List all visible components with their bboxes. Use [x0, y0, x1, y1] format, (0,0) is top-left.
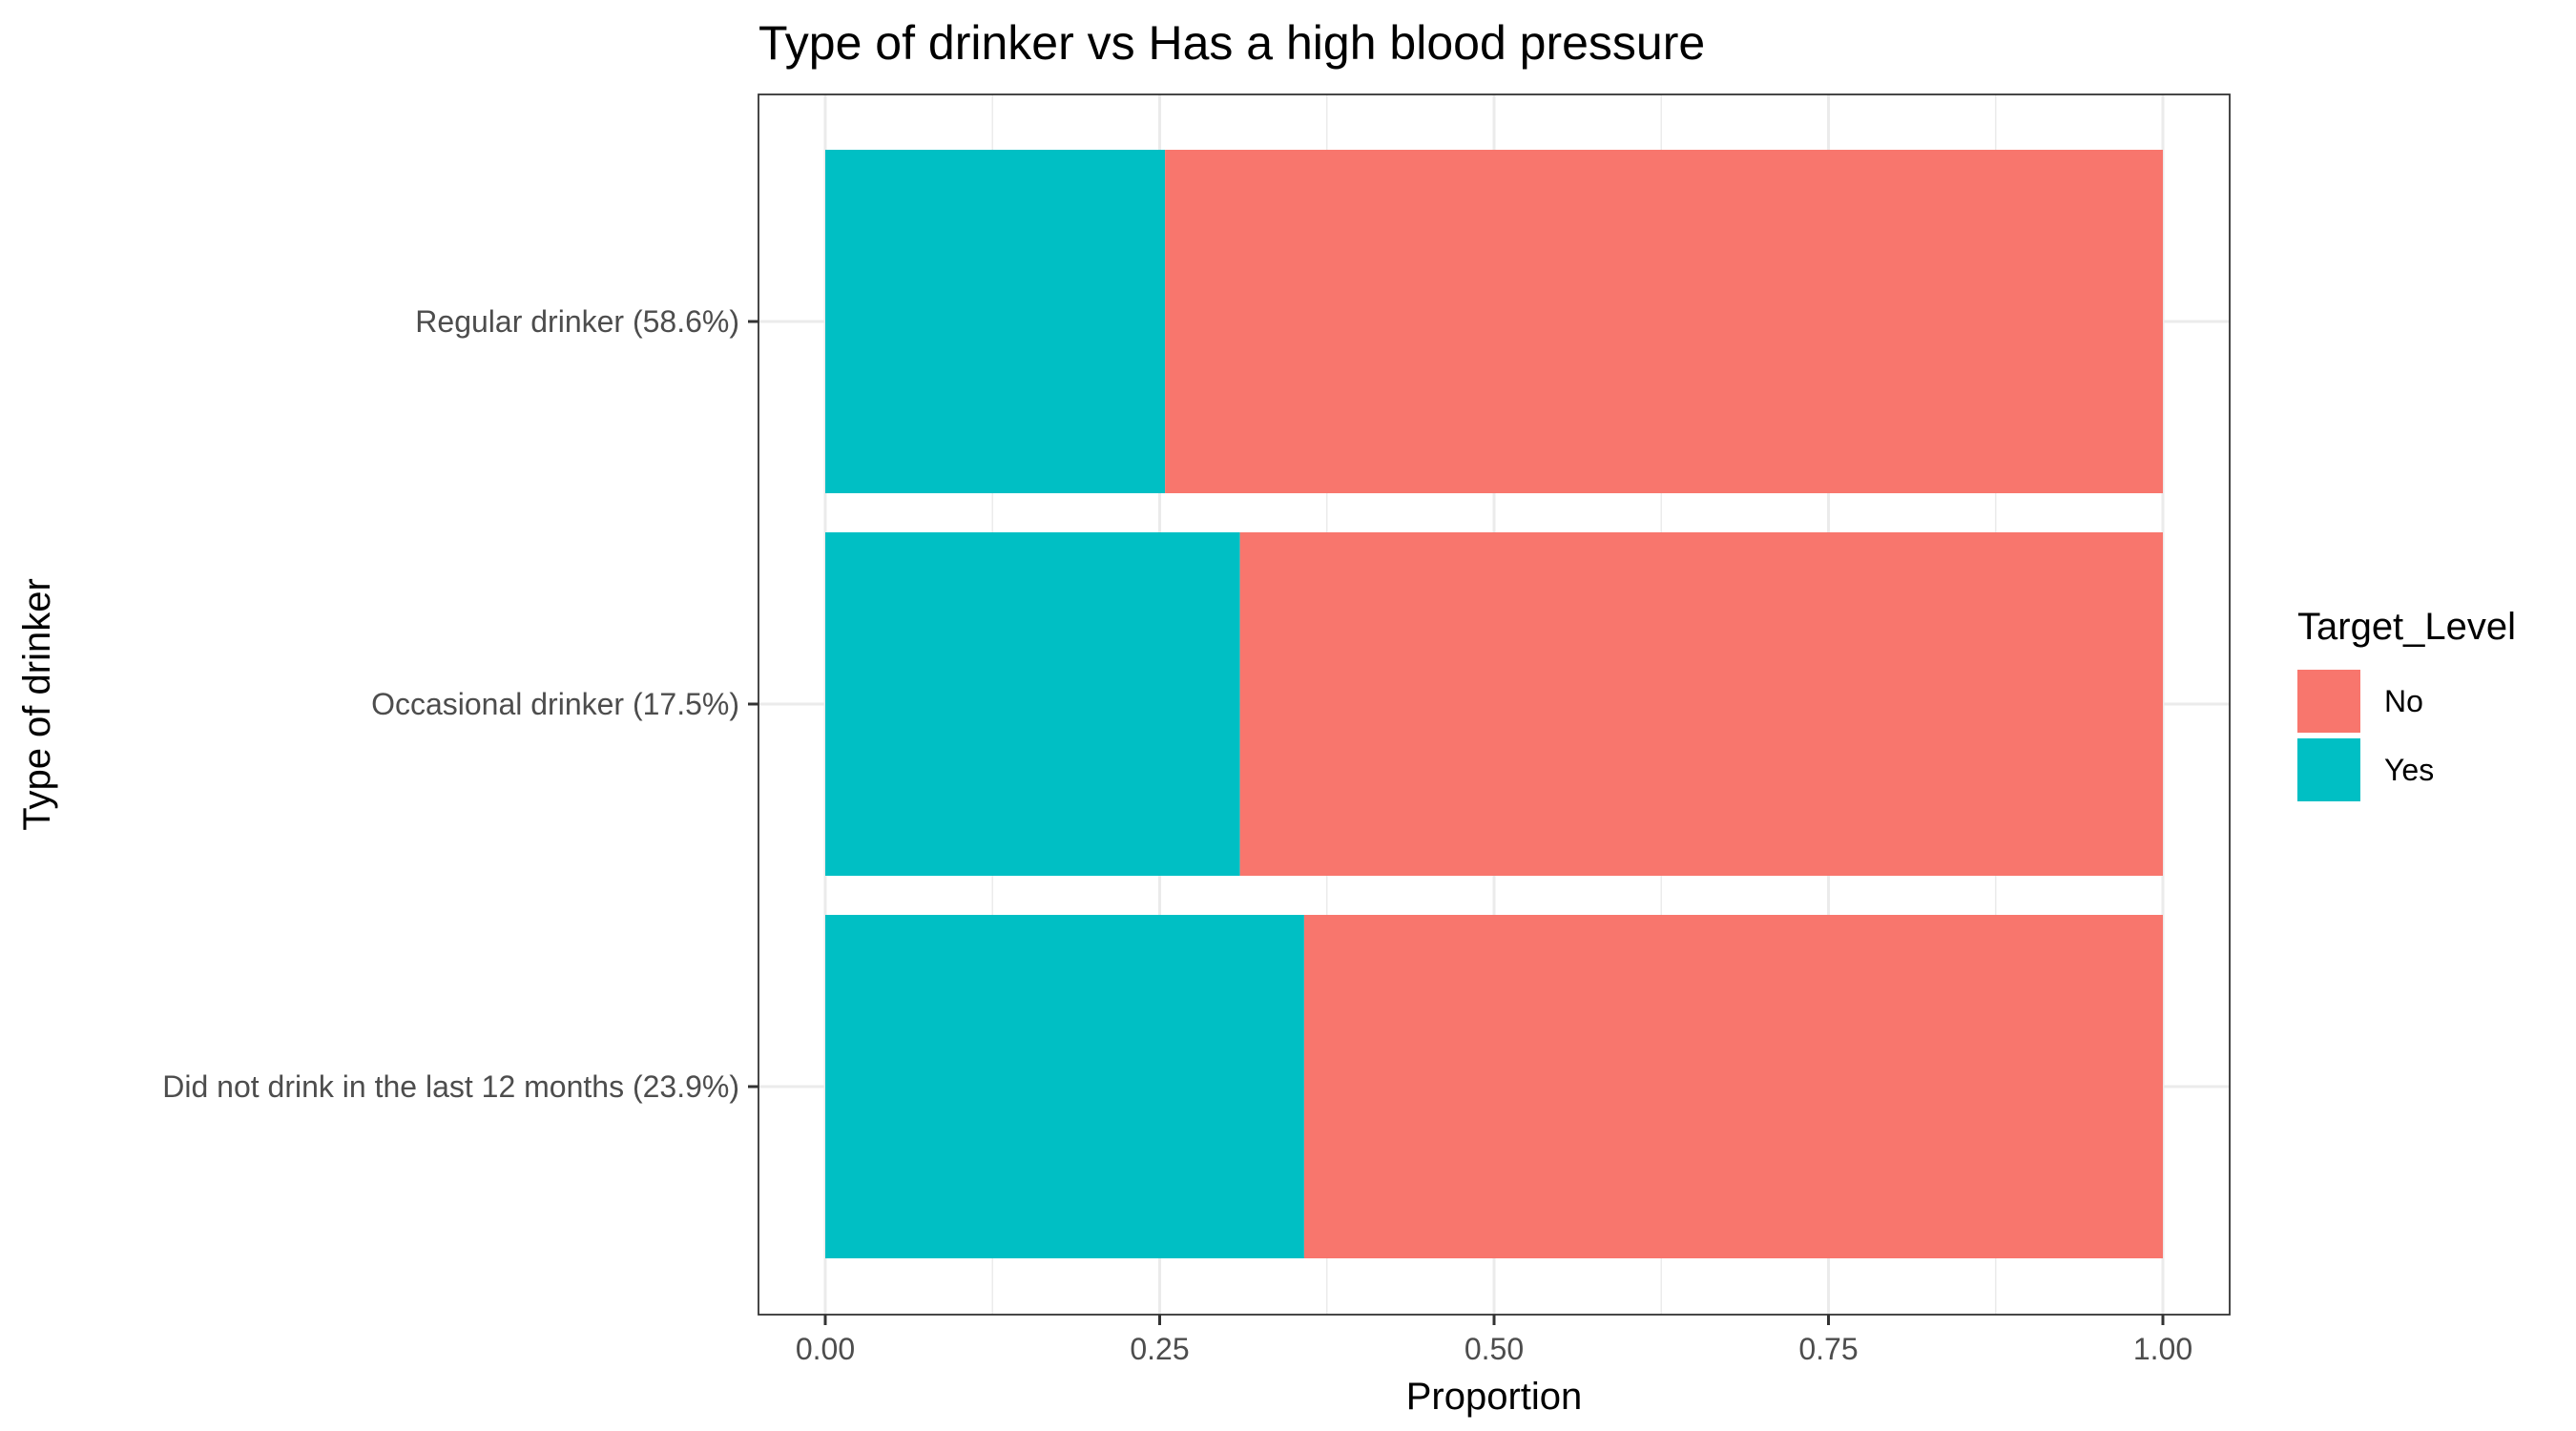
y-axis-title: Type of drinker: [16, 578, 58, 831]
y-axis: Regular drinker (58.6%) Occasional drinke…: [162, 304, 758, 1104]
x-tick-label: 1.00: [2133, 1332, 2192, 1366]
bar-no: [1303, 915, 2163, 1258]
x-tick-label: 0.25: [1130, 1332, 1189, 1366]
legend-label: No: [2384, 684, 2423, 718]
y-tick-label: Did not drink in the last 12 months (23.…: [162, 1069, 739, 1104]
bar-no: [1239, 532, 2163, 876]
x-tick-label: 0.50: [1465, 1332, 1524, 1366]
x-tick-label: 0.00: [796, 1332, 855, 1366]
bar-yes: [825, 532, 1240, 876]
x-tick-label: 0.75: [1798, 1332, 1858, 1366]
legend: Target_Level No Yes: [2297, 606, 2516, 801]
y-tick-label: Occasional drinker (17.5%): [371, 687, 739, 721]
legend-key-yes: [2297, 738, 2360, 801]
legend-title: Target_Level: [2297, 606, 2516, 648]
chart-title: Type of drinker vs Has a high blood pres…: [758, 16, 1705, 70]
legend-key-no: [2297, 670, 2360, 733]
bars-layer: [825, 150, 2163, 1258]
bar-no: [1165, 150, 2163, 493]
x-axis: 0.00 0.25 0.50 0.75 1.00: [796, 1315, 2192, 1366]
bar-yes: [825, 915, 1304, 1258]
legend-label: Yes: [2384, 753, 2434, 787]
bar-yes: [825, 150, 1166, 493]
x-axis-title: Proportion: [1406, 1376, 1583, 1418]
y-tick-label: Regular drinker (58.6%): [415, 304, 739, 339]
